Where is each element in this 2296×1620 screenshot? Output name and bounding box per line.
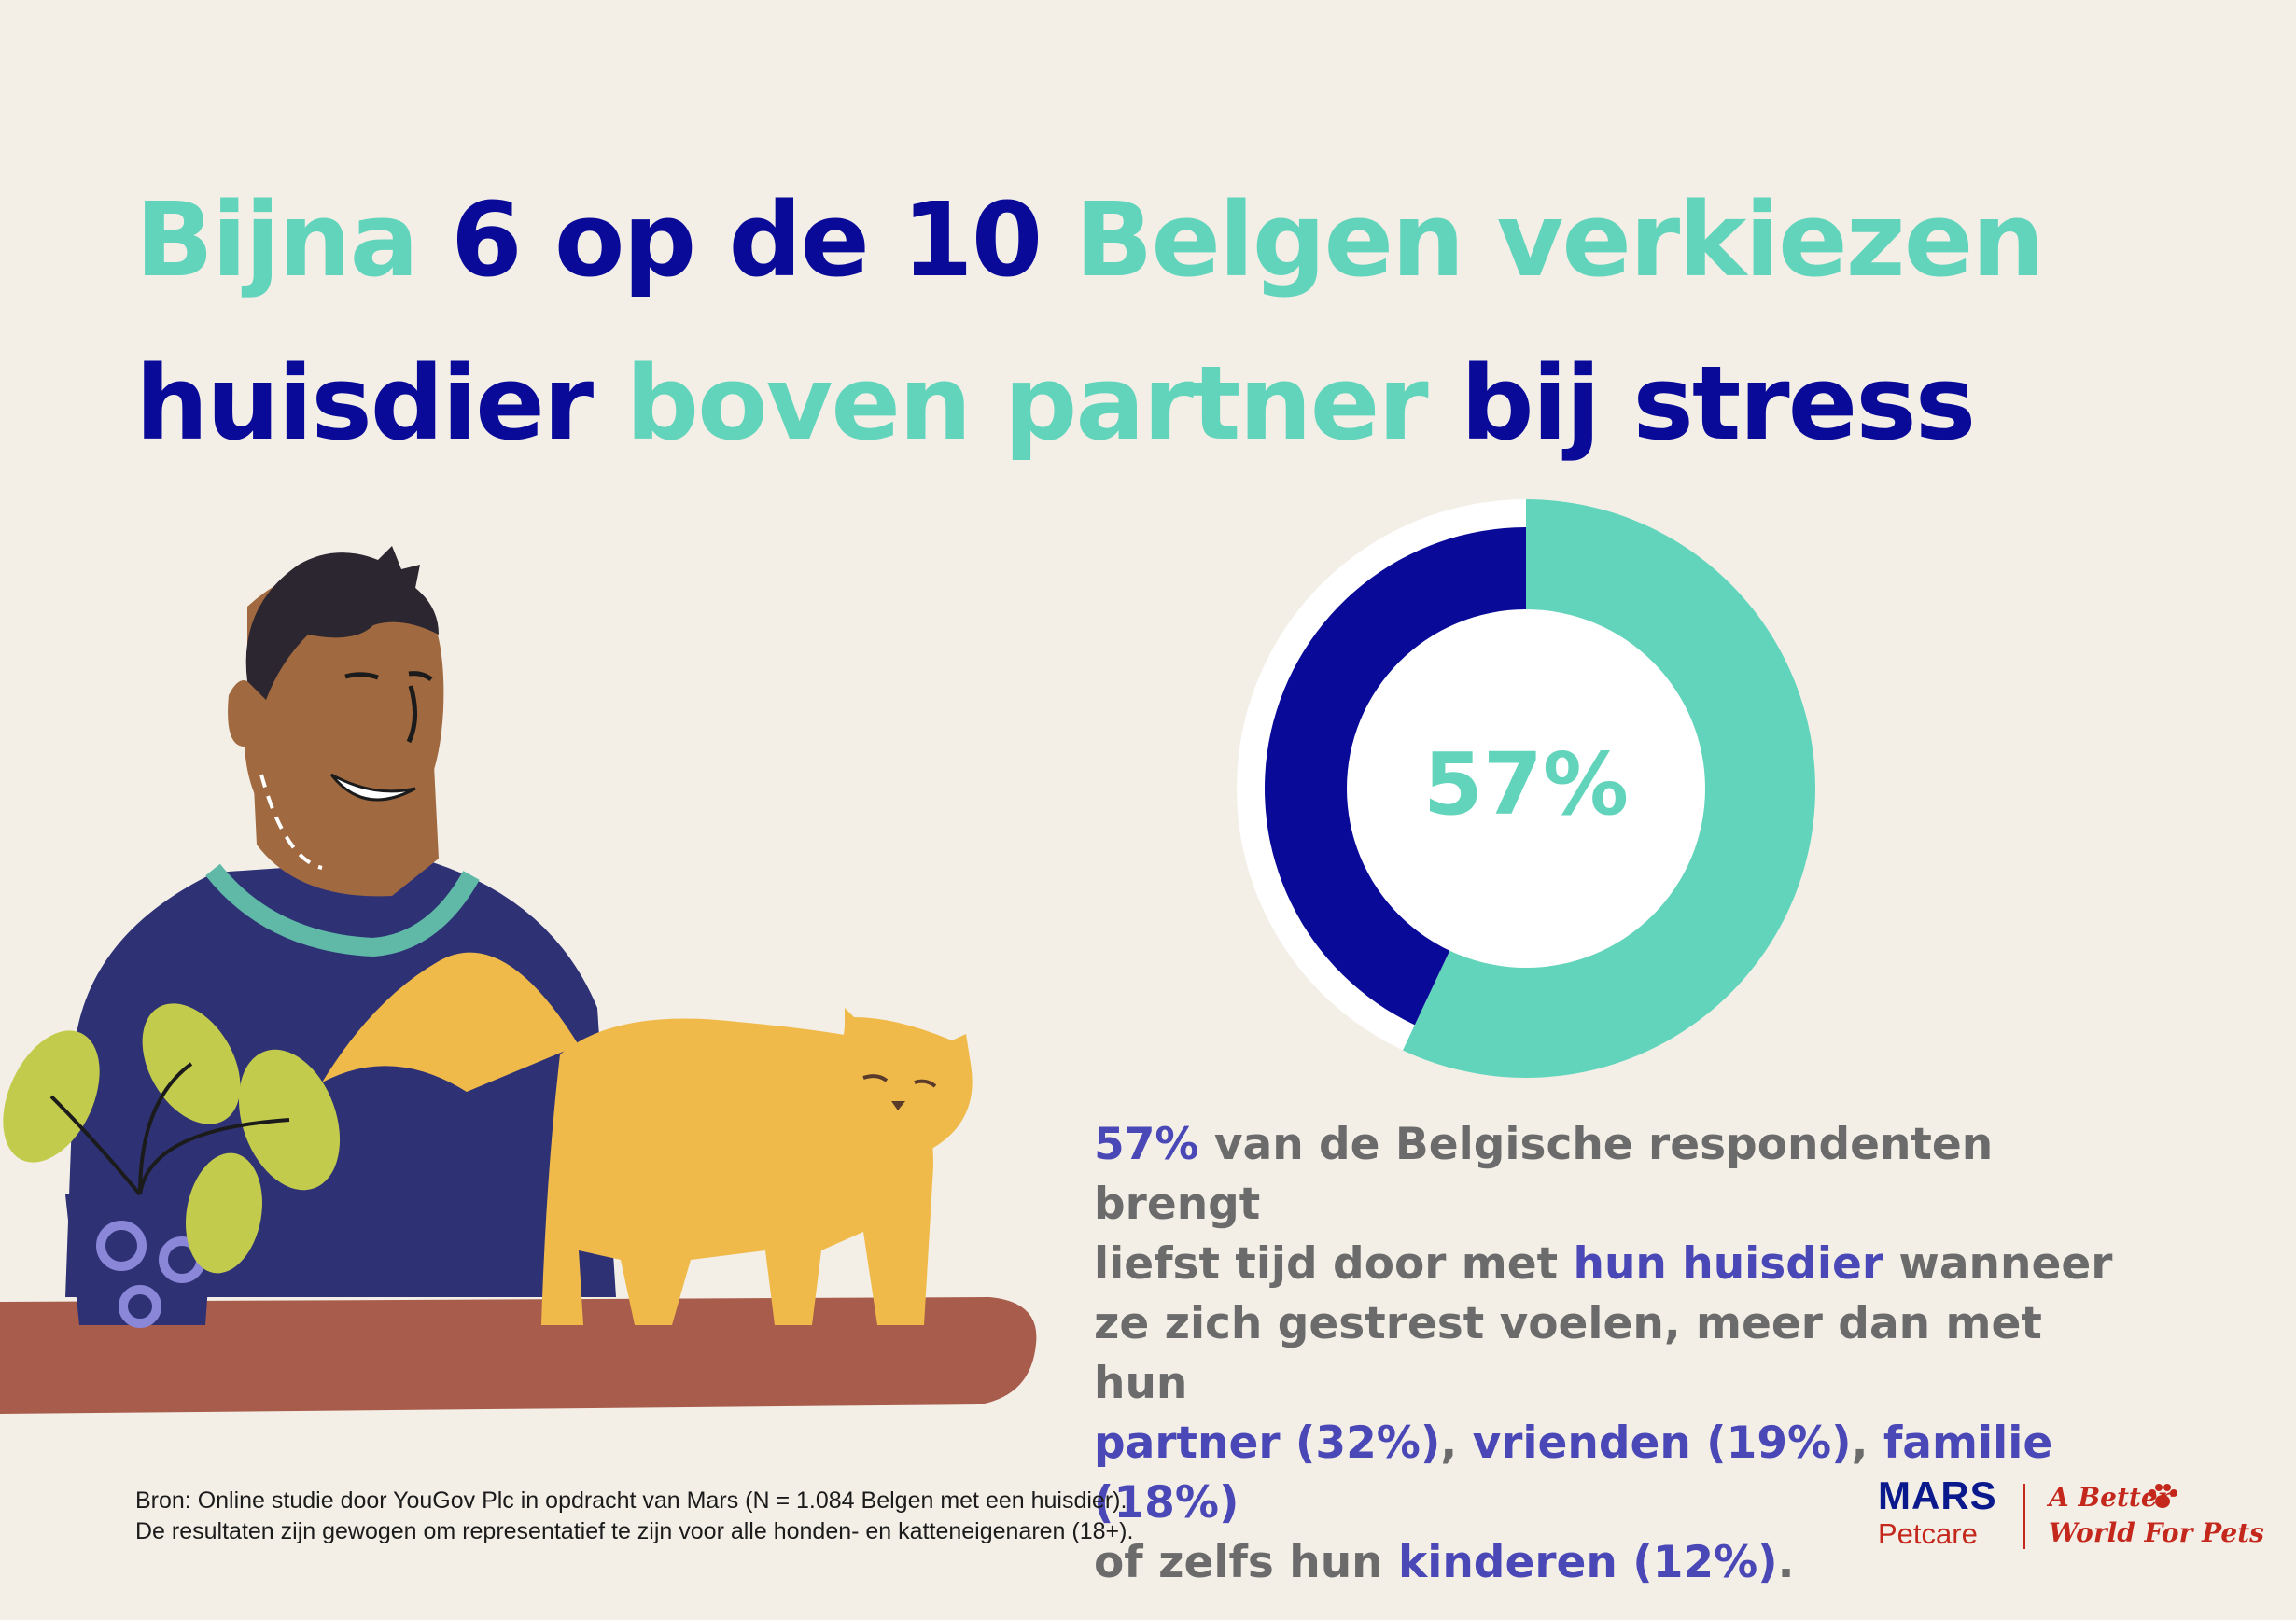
body-segment: liefst tijd door met bbox=[1094, 1238, 1574, 1290]
source-line-2: De resultaten zijn gewogen om representa… bbox=[135, 1518, 1134, 1544]
headline-segment: 6 op de 10 bbox=[451, 180, 1075, 300]
cat-nose bbox=[891, 1101, 905, 1110]
headline: Bijna 6 op de 10 Belgen verkiezen huisdi… bbox=[135, 159, 2189, 485]
man-eye-left bbox=[344, 672, 379, 680]
body-highlight: partner (32%) bbox=[1094, 1418, 1441, 1469]
headline-segment: bij stress bbox=[1460, 343, 1976, 463]
headline-line-1: Bijna 6 op de 10 Belgen verkiezen bbox=[135, 159, 2189, 322]
headline-segment: boven partner bbox=[625, 343, 1461, 463]
body-line: of zelfs hun kinderen (12%). bbox=[1094, 1533, 2139, 1593]
tagline-logo: A Better World For Pets bbox=[2049, 1480, 2264, 1551]
tagline-line-2: World For Pets bbox=[2049, 1517, 2264, 1548]
body-segment: of zelfs hun bbox=[1094, 1537, 1398, 1588]
body-line: partner (32%), vrienden (19%), familie (… bbox=[1094, 1414, 2139, 1533]
body-highlight: kinderen (12%) bbox=[1397, 1537, 1778, 1588]
mars-petcare-logo: MARS Petcare bbox=[1878, 1474, 1997, 1551]
headline-line-2: huisdier boven partner bij stress bbox=[135, 322, 2189, 485]
illustration bbox=[0, 546, 1037, 1414]
source-note: Bron: Online studie door YouGov Plc in o… bbox=[135, 1486, 1629, 1547]
man-hair bbox=[245, 546, 439, 700]
body-highlight: hun huisdier bbox=[1573, 1238, 1884, 1290]
headline-segment: Belgen verkiezen bbox=[1074, 180, 2045, 300]
cat-eye bbox=[914, 1079, 937, 1088]
body-line: ze zich gestrest voelen, meer dan met hu… bbox=[1094, 1294, 2139, 1414]
table bbox=[0, 1297, 1037, 1414]
body-segment: , bbox=[1851, 1418, 1883, 1469]
donut-center-label: 57% bbox=[1423, 734, 1629, 834]
body-highlight: 57% bbox=[1094, 1119, 1199, 1170]
body-line: 57% van de Belgische respondenten brengt bbox=[1094, 1115, 2139, 1235]
source-line-1: Bron: Online studie door YouGov Plc in o… bbox=[135, 1487, 1127, 1514]
pot-pattern-ring bbox=[119, 1285, 161, 1328]
donut-chart: 57% bbox=[1237, 499, 1815, 1078]
body-text: 57% van de Belgische respondenten brengt… bbox=[1094, 1115, 2139, 1593]
donut-hole bbox=[1347, 609, 1705, 968]
tagline-line-1: A Better bbox=[2049, 1482, 2172, 1513]
body-line: liefst tijd door met hun huisdier wannee… bbox=[1094, 1235, 2139, 1294]
cat bbox=[322, 952, 973, 1325]
body-highlight: familie (18%) bbox=[1094, 1418, 2053, 1529]
body-segment: , bbox=[1440, 1418, 1473, 1469]
plant-leaf bbox=[186, 1152, 262, 1274]
body-segment: van de Belgische respondenten brengt bbox=[1094, 1119, 1994, 1230]
man-mouth bbox=[329, 773, 416, 802]
cat-head bbox=[841, 1008, 973, 1155]
logo-brand: MARS bbox=[1878, 1473, 1997, 1517]
man-nose bbox=[406, 685, 417, 744]
man-eye-right bbox=[408, 671, 433, 682]
pot-pattern-ring bbox=[96, 1221, 147, 1271]
headline-segment: Bijna bbox=[135, 180, 452, 300]
potted-plant bbox=[3, 1003, 341, 1328]
headline-segment: huisdier bbox=[135, 343, 626, 463]
cat-eye bbox=[862, 1074, 889, 1082]
cat-body bbox=[541, 1018, 933, 1325]
body-segment: wanneer bbox=[1883, 1238, 2113, 1290]
plant-stem bbox=[49, 1062, 290, 1196]
man-jaw-line bbox=[259, 774, 323, 870]
man-collar bbox=[205, 863, 480, 957]
cat-tail bbox=[322, 952, 579, 1092]
logo-sub: Petcare bbox=[1878, 1517, 1978, 1550]
body-segment: ze zich gestrest voelen, meer dan met hu… bbox=[1094, 1298, 2042, 1409]
logo-divider bbox=[2023, 1484, 2025, 1549]
body-highlight: vrienden (19%) bbox=[1472, 1418, 1852, 1469]
man-figure bbox=[65, 546, 616, 1297]
paw-icon bbox=[2149, 1484, 2177, 1508]
body-segment: . bbox=[1777, 1537, 1795, 1588]
